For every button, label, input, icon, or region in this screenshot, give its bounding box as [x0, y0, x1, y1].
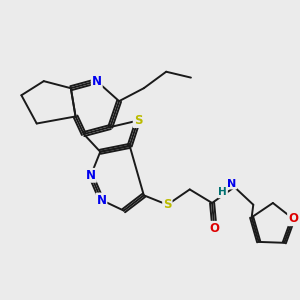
Text: O: O: [288, 212, 298, 225]
Text: O: O: [209, 222, 220, 235]
Text: N: N: [96, 194, 106, 206]
Text: N: N: [92, 75, 102, 88]
Text: S: S: [134, 114, 142, 127]
Text: H: H: [218, 188, 227, 197]
Text: N: N: [227, 178, 236, 188]
Text: S: S: [163, 198, 172, 211]
Text: N: N: [86, 169, 96, 182]
